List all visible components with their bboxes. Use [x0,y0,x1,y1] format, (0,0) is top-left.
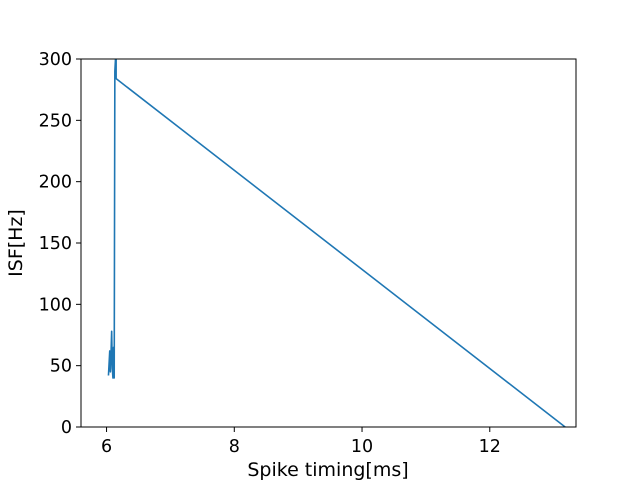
y-axis-label: ISF[Hz] [5,209,27,277]
y-tick-label: 0 [61,418,72,438]
y-tick-label: 250 [39,111,72,131]
y-tick-label: 300 [39,50,72,70]
x-axis: 6 8 10 12 [101,427,501,457]
y-axis: 0 50 100 150 200 250 300 [39,50,81,438]
plot-area [80,58,577,428]
x-tick-label: 10 [351,437,373,457]
x-tick-label: 12 [479,437,501,457]
y-tick-label: 150 [39,234,72,254]
series-line [107,59,566,427]
y-tick-label: 100 [39,295,72,315]
x-tick-label: 6 [101,437,112,457]
x-axis-label: Spike timing[ms] [247,459,408,480]
x-tick-label: 8 [229,437,240,457]
y-tick-label: 50 [50,357,72,377]
y-tick-label: 200 [39,173,72,193]
series-layer [107,59,566,427]
